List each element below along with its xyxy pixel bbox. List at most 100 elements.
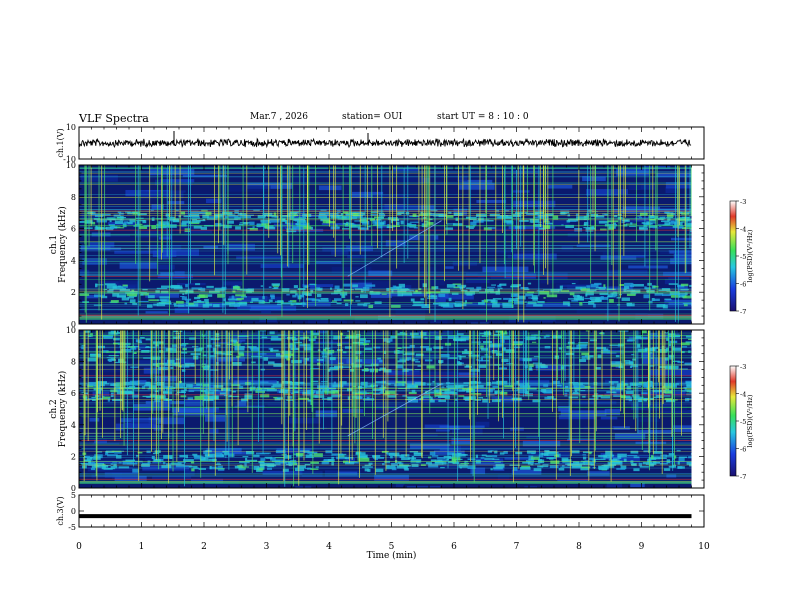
emission-speck bbox=[188, 303, 199, 307]
emission-speck bbox=[331, 394, 340, 398]
emission-speck bbox=[235, 226, 242, 230]
noise-patch bbox=[239, 352, 284, 359]
emission-speck bbox=[582, 451, 593, 454]
emission-speck bbox=[251, 361, 256, 364]
emission-speck bbox=[284, 219, 288, 224]
emission-speck bbox=[536, 290, 544, 292]
emission-speck bbox=[96, 381, 108, 384]
emission-speck bbox=[422, 283, 428, 288]
emission-speck bbox=[543, 221, 550, 223]
emission-speck bbox=[244, 215, 252, 218]
emission-speck bbox=[238, 353, 245, 357]
emission-speck bbox=[196, 299, 202, 303]
noise-patch bbox=[157, 264, 175, 270]
emission-speck bbox=[154, 398, 161, 402]
emission-speck bbox=[223, 452, 229, 455]
noise-patch bbox=[82, 258, 108, 265]
emission-speck bbox=[532, 399, 541, 403]
emission-speck bbox=[440, 303, 450, 307]
emission-speck bbox=[413, 452, 423, 457]
noise-patch bbox=[226, 243, 255, 251]
emission-speck bbox=[161, 223, 169, 228]
emission-speck bbox=[494, 450, 498, 454]
emission-speck bbox=[675, 218, 680, 223]
emission-speck bbox=[170, 366, 174, 369]
y-tick-label: 4 bbox=[71, 256, 76, 265]
emission-speck bbox=[132, 394, 139, 398]
emission-speck bbox=[610, 361, 622, 366]
x-tick-label: 9 bbox=[639, 542, 645, 552]
emission-speck bbox=[236, 298, 244, 300]
emission-speck bbox=[198, 211, 208, 215]
x-tick-label: 7 bbox=[514, 542, 520, 552]
emission-speck bbox=[117, 285, 122, 287]
emission-speck bbox=[336, 302, 342, 305]
emission-speck bbox=[650, 455, 654, 459]
emission-speck bbox=[534, 210, 544, 214]
emission-speck bbox=[246, 450, 255, 455]
emission-speck bbox=[362, 466, 373, 468]
emission-speck bbox=[310, 461, 319, 464]
emission-speck bbox=[227, 218, 238, 221]
noise-patch bbox=[678, 284, 688, 292]
station-label: station= OUI bbox=[342, 112, 403, 122]
emission-speck bbox=[348, 456, 354, 459]
emission-speck bbox=[508, 300, 513, 303]
noise-patch bbox=[98, 281, 139, 288]
noise-patch bbox=[526, 436, 540, 439]
emission-speck bbox=[266, 467, 273, 470]
colorbar-tick-label: -5 bbox=[740, 253, 746, 261]
emission-speck bbox=[116, 296, 127, 298]
emission-speck bbox=[397, 213, 402, 216]
emission-speck bbox=[637, 215, 642, 217]
emission-speck bbox=[320, 297, 329, 300]
emission-speck bbox=[332, 300, 337, 302]
emission-speck bbox=[516, 387, 527, 391]
emission-speck bbox=[623, 458, 627, 463]
emission-speck bbox=[428, 463, 439, 468]
emission-speck bbox=[185, 454, 188, 459]
emission-speck bbox=[344, 346, 352, 349]
emission-speck bbox=[386, 464, 390, 469]
emission-speck bbox=[653, 461, 661, 464]
noise-patch bbox=[586, 218, 610, 225]
noise-patch bbox=[382, 205, 421, 212]
emission-speck bbox=[560, 365, 572, 367]
emission-speck bbox=[585, 293, 588, 297]
emission-speck bbox=[236, 288, 242, 291]
emission-speck bbox=[623, 288, 627, 293]
emission-speck bbox=[633, 283, 644, 287]
emission-speck bbox=[625, 390, 634, 395]
emission-speck bbox=[173, 304, 185, 307]
emission-speck bbox=[423, 216, 427, 219]
emission-speck bbox=[223, 298, 226, 302]
emission-speck bbox=[619, 284, 625, 286]
noise-patch bbox=[677, 380, 692, 385]
emission-speck bbox=[269, 457, 276, 461]
emission-speck bbox=[324, 390, 335, 394]
emission-speck bbox=[433, 213, 444, 217]
emission-speck bbox=[503, 450, 508, 454]
emission-speck bbox=[397, 461, 402, 464]
emission-speck bbox=[513, 300, 525, 305]
emission-speck bbox=[583, 223, 586, 226]
noise-patch bbox=[458, 179, 493, 184]
emission-speck bbox=[320, 217, 330, 222]
emission-speck bbox=[689, 284, 692, 287]
noise-patch bbox=[489, 340, 517, 346]
colorbar-tick-label: -6 bbox=[740, 281, 746, 289]
emission-speck bbox=[494, 390, 500, 394]
emission-speck bbox=[88, 460, 91, 464]
emission-speck bbox=[456, 362, 462, 366]
emission-speck bbox=[446, 223, 456, 225]
emission-speck bbox=[321, 460, 329, 465]
noise-patch bbox=[628, 183, 655, 190]
emission-speck bbox=[225, 215, 228, 219]
noise-patch bbox=[557, 479, 589, 482]
emission-speck bbox=[653, 285, 659, 288]
emission-speck bbox=[97, 465, 109, 468]
emission-speck bbox=[662, 385, 673, 389]
emission-speck bbox=[236, 299, 242, 301]
emission-speck bbox=[492, 298, 502, 300]
emission-speck bbox=[84, 330, 91, 333]
